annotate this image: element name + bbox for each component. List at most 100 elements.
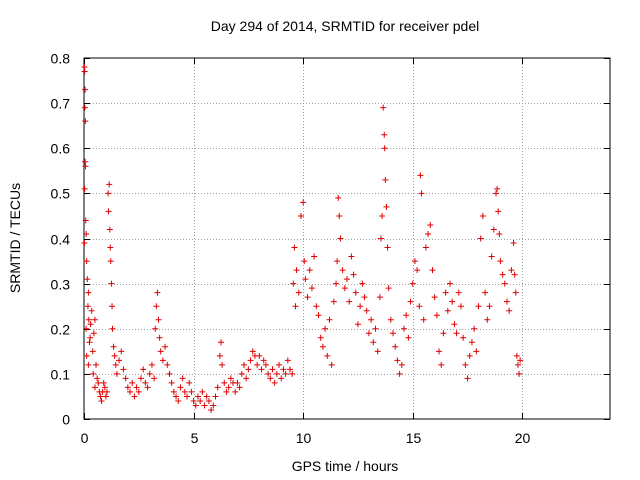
- y-tick-label: 0.4: [51, 232, 71, 248]
- data-point: [513, 352, 520, 359]
- data-point: [83, 325, 90, 332]
- data-point: [335, 194, 342, 201]
- y-tick-label: 0.8: [51, 51, 71, 67]
- data-point: [112, 361, 119, 368]
- data-point: [359, 280, 366, 287]
- data-point: [517, 357, 524, 364]
- data-point: [464, 375, 471, 382]
- data-point: [488, 253, 495, 260]
- data-point: [107, 258, 114, 265]
- data-point: [292, 303, 299, 310]
- data-point: [494, 185, 501, 192]
- data-point: [186, 379, 193, 386]
- data-point: [442, 289, 449, 296]
- data-point: [471, 325, 478, 332]
- data-point: [93, 361, 100, 368]
- data-point: [313, 303, 320, 310]
- data-point: [306, 267, 313, 274]
- data-point: [83, 352, 90, 359]
- data-point: [330, 298, 337, 305]
- data-point: [95, 379, 102, 386]
- data-point: [137, 375, 144, 382]
- y-tick-label: 0.1: [51, 367, 71, 383]
- data-point: [484, 316, 491, 323]
- data-point: [422, 244, 429, 251]
- data-point: [116, 357, 123, 364]
- data-point: [166, 370, 173, 377]
- data-point: [477, 235, 484, 242]
- data-point: [447, 280, 454, 287]
- data-point: [287, 366, 294, 373]
- data-point: [271, 379, 278, 386]
- data-point: [199, 388, 206, 395]
- data-point: [234, 379, 241, 386]
- data-point: [377, 235, 384, 242]
- data-point: [197, 397, 204, 404]
- data-point: [254, 361, 261, 368]
- data-point: [217, 339, 224, 346]
- data-point: [449, 298, 456, 305]
- data-point: [142, 379, 149, 386]
- data-point: [106, 226, 113, 233]
- data-point: [85, 289, 92, 296]
- data-point: [108, 280, 115, 287]
- data-point: [81, 185, 88, 192]
- data-point: [411, 258, 418, 265]
- data-point: [322, 325, 329, 332]
- x-tick-label: 0: [81, 430, 89, 446]
- data-point: [374, 348, 381, 355]
- data-point: [341, 285, 348, 292]
- data-point: [344, 276, 350, 283]
- data-point: [380, 104, 387, 111]
- data-point: [438, 361, 445, 368]
- data-point: [333, 280, 340, 287]
- data-point: [86, 339, 93, 346]
- data-point: [110, 343, 117, 350]
- data-point: [236, 384, 243, 391]
- data-point: [154, 289, 161, 296]
- axis-ticks: [84, 58, 610, 420]
- data-point: [398, 361, 405, 368]
- data-point: [392, 343, 399, 350]
- data-point: [420, 316, 427, 323]
- data-point: [291, 244, 298, 251]
- data-point: [414, 267, 421, 274]
- data-point: [173, 393, 180, 400]
- data-point: [129, 379, 136, 386]
- y-tick-label: 0: [62, 412, 70, 428]
- data-point: [106, 181, 113, 188]
- data-point: [348, 253, 355, 260]
- data-point: [381, 131, 388, 138]
- data-point: [376, 294, 383, 301]
- data-point: [451, 321, 458, 328]
- data-point: [109, 325, 116, 332]
- y-tick-label: 0.3: [51, 277, 71, 293]
- data-point: [300, 199, 307, 206]
- data-point: [157, 348, 164, 355]
- data-point: [497, 258, 504, 265]
- data-point: [466, 352, 473, 359]
- data-point: [223, 388, 230, 395]
- data-point: [453, 330, 460, 337]
- data-point: [462, 361, 469, 368]
- data-point: [407, 298, 414, 305]
- data-point: [284, 357, 291, 364]
- data-point: [387, 316, 394, 323]
- data-point: [444, 307, 451, 314]
- data-point: [144, 384, 151, 391]
- data-point: [81, 68, 88, 75]
- data-point: [361, 294, 368, 301]
- data-point: [455, 289, 462, 296]
- data-point: [127, 388, 134, 395]
- data-point: [278, 375, 285, 382]
- data-point: [482, 289, 489, 296]
- data-point: [89, 348, 96, 355]
- data-point: [493, 190, 500, 197]
- data-point: [124, 384, 131, 391]
- data-point: [394, 357, 401, 364]
- data-point: [208, 406, 215, 413]
- data-point: [131, 393, 138, 400]
- x-tick-label: 10: [296, 430, 312, 446]
- data-point: [146, 370, 153, 377]
